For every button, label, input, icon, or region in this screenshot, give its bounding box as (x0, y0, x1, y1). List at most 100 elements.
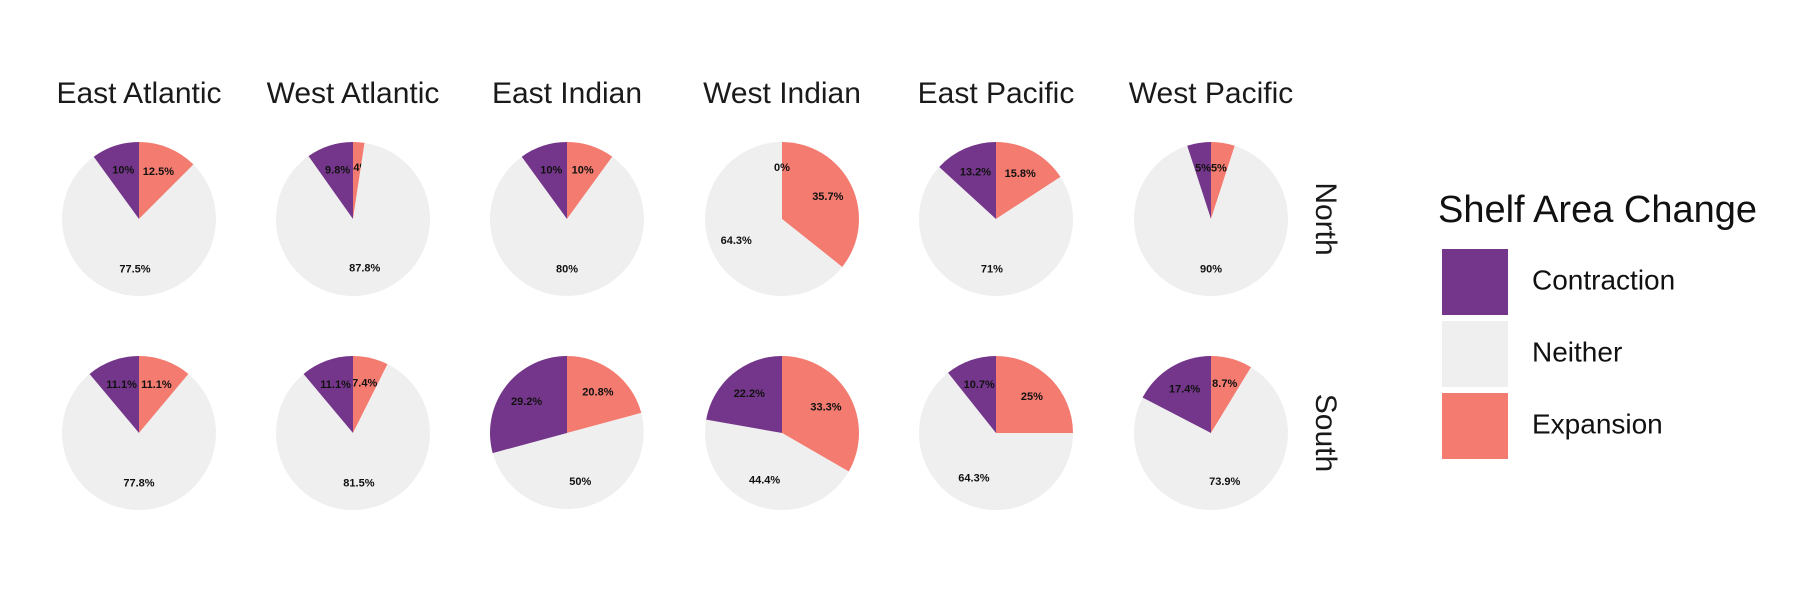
row-strip-north: North (1309, 182, 1342, 255)
slice-neither-label: 64.3% (721, 235, 752, 247)
slice-expansion (996, 142, 1061, 219)
slice-contraction (308, 142, 353, 219)
slice-contraction (93, 142, 139, 219)
slice-neither-label: 64.3% (958, 473, 989, 485)
slice-contraction-label: 10.7% (964, 379, 995, 391)
slice-expansion-label: 7.4% (352, 377, 377, 389)
slice-contraction-label: 11.1% (106, 379, 137, 391)
pie-north-east-pacific: 15.8% 71% 13.2% (918, 142, 1073, 297)
slice-expansion-label: 33.3% (810, 402, 841, 414)
pie-north-east-indian: 10% 80% 10% (489, 142, 645, 297)
pie-south-east-atlantic: 11.1% 77.8% 11.1% (61, 356, 216, 511)
column-title-west-indian: West Indian (703, 77, 861, 110)
slice-expansion-label: 5% (1211, 163, 1227, 175)
slice-neither (1134, 145, 1288, 297)
slice-neither-label: 87.8% (349, 262, 380, 274)
slice-expansion (139, 356, 189, 433)
row-strips: North South (1309, 182, 1342, 472)
slice-expansion-label: 35.7% (812, 191, 843, 203)
slice-expansion-label: 12.5% (143, 166, 174, 178)
legend-label-neither: Neither (1532, 336, 1622, 367)
slice-expansion-label: 11.1% (141, 379, 172, 391)
pie-south-west-atlantic: 7.4% 81.5% 11.1% (276, 356, 431, 510)
slice-contraction (89, 356, 139, 433)
slice-contraction (490, 356, 567, 454)
legend-item-neither: Neither (1442, 321, 1622, 387)
slice-neither-label: 71% (981, 264, 1003, 276)
pie-north-west-indian: 35.7% 64.3% 0% (704, 141, 859, 296)
slice-expansion-label: 25% (1021, 391, 1043, 403)
slice-contraction-label: 10% (112, 165, 134, 177)
pie-south-east-pacific: 25% 64.3% 10.7% (919, 356, 1074, 511)
slice-contraction (303, 356, 353, 433)
slice-expansion (782, 356, 859, 472)
slice-expansion (353, 142, 365, 219)
slice-contraction (948, 356, 996, 433)
slice-neither (62, 156, 217, 296)
slice-neither (918, 167, 1073, 297)
slice-contraction-label: 17.4% (1169, 384, 1200, 396)
column-title-west-pacific: West Pacific (1129, 77, 1294, 110)
slice-neither-label: 77.5% (119, 264, 150, 276)
pie-south-west-indian: 33.3% 44.4% 22.2% (705, 356, 859, 510)
slice-neither-label: 77.8% (123, 478, 154, 490)
slice-neither-label: 50% (569, 476, 591, 488)
column-title-west-atlantic: West Atlantic (267, 77, 440, 110)
slice-contraction-label: 9.8% (325, 165, 350, 177)
slice-expansion (996, 356, 1073, 433)
slice-contraction (1142, 356, 1211, 433)
slice-expansion-label: 15.8% (1005, 168, 1036, 180)
slice-neither (276, 142, 431, 296)
slice-neither (492, 412, 644, 510)
slice-neither-label: 80% (556, 264, 578, 276)
slice-neither (1133, 367, 1288, 510)
slice-contraction-label: 22.2% (734, 388, 765, 400)
pie-south-east-indian: 20.8% 50% 29.2% (490, 356, 644, 510)
column-title-east-atlantic: East Atlantic (56, 77, 221, 110)
slice-neither (276, 364, 431, 510)
slice-contraction-label: 5% (1195, 163, 1211, 175)
slice-neither (705, 419, 849, 510)
slice-expansion-label: 10% (572, 165, 594, 177)
legend-item-contraction: Contraction (1442, 249, 1675, 315)
slice-neither-label: 73.9% (1209, 476, 1240, 488)
slice-contraction-label: 10% (540, 165, 562, 177)
slice-contraction (521, 142, 567, 219)
slice-contraction-label: 29.2% (511, 396, 542, 408)
legend-title: Shelf Area Change (1438, 189, 1757, 231)
legend-label-contraction: Contraction (1532, 264, 1675, 295)
legend-swatch-expansion (1442, 393, 1508, 459)
column-title-east-pacific: East Pacific (918, 77, 1075, 110)
slice-expansion (567, 142, 613, 219)
slice-contraction-label: 11.1% (320, 379, 351, 391)
pie-north-west-atlantic: 2.4%87.8%9.8% (276, 142, 431, 296)
slice-neither-label: 44.4% (749, 475, 780, 487)
slice-expansion-label: 20.8% (582, 387, 613, 399)
slice-expansion (139, 142, 194, 219)
slice-expansion (1211, 142, 1235, 219)
column-titles: East Atlantic West Atlantic East Indian Wes… (56, 77, 1293, 110)
row-strip-south: South (1309, 394, 1342, 472)
slice-contraction (706, 356, 782, 433)
slice-contraction-label: 0% (774, 162, 790, 174)
slice-neither-label: 90% (1200, 264, 1222, 276)
slice-neither (704, 141, 843, 296)
column-title-east-indian: East Indian (492, 77, 642, 110)
slice-neither (489, 156, 645, 297)
slice-contraction (939, 142, 996, 219)
slice-neither (61, 373, 216, 511)
pie-north-west-pacific: 5% 90% 5% (1134, 142, 1288, 297)
legend-swatch-neither (1442, 321, 1508, 387)
slice-neither-label: 81.5% (343, 477, 374, 489)
slice-expansion (1211, 356, 1252, 433)
pie-south-west-pacific: 8.7% 73.9% 17.4% (1133, 356, 1288, 510)
pie-north-east-atlantic: 12.5% 77.5% 10% (62, 142, 217, 296)
slice-expansion (353, 356, 388, 433)
legend: Shelf Area Change Contraction Neither Expa… (1438, 189, 1757, 459)
slice-expansion-label: 8.7% (1212, 378, 1237, 390)
slice-contraction (1187, 142, 1211, 219)
legend-item-expansion: Expansion (1442, 393, 1663, 459)
slice-neither (919, 372, 1074, 511)
legend-swatch-contraction (1442, 249, 1508, 315)
